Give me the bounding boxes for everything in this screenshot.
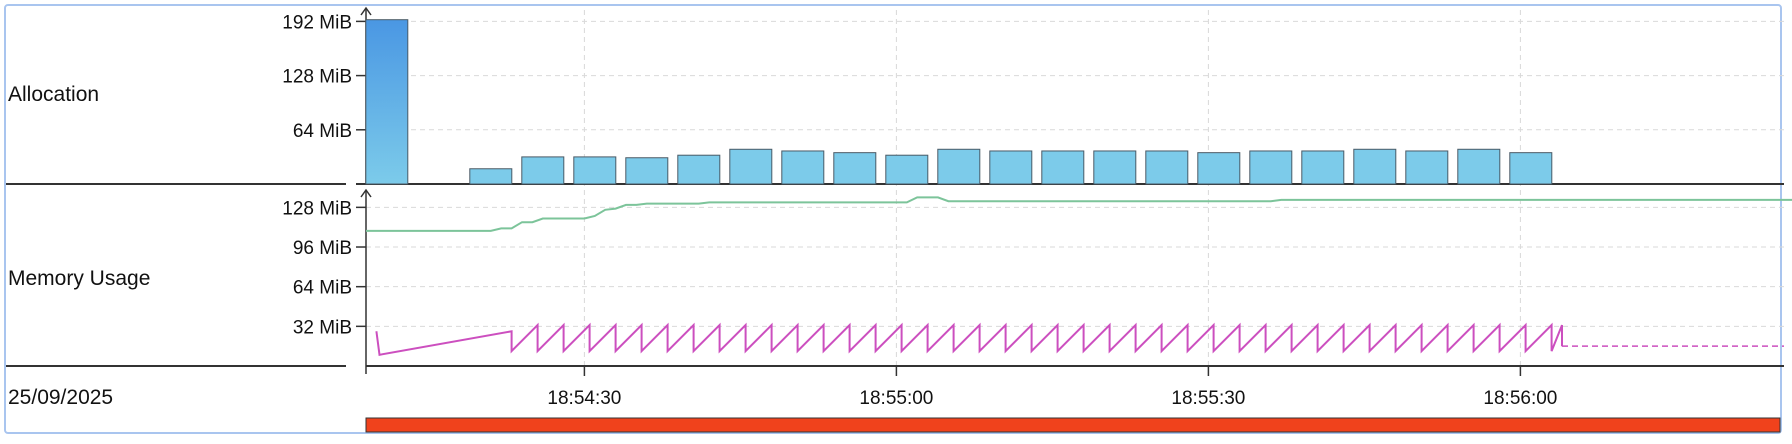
memory-y-tick-label: 64 MiB (293, 278, 352, 299)
time-axis-tick-label: 18:55:00 (859, 388, 933, 409)
memory-y-tick-label: 128 MiB (282, 198, 352, 219)
allocation-bar (469, 168, 513, 185)
time-axis: 18:54:30 18:55:00 18:55:30 18:56:00 (365, 365, 1784, 409)
allocation-bar (1405, 150, 1449, 185)
allocation-bar (521, 156, 565, 185)
allocation-bar (625, 157, 669, 185)
memory-usage-panel-label: Memory Usage (8, 267, 150, 290)
timeline-range-bar[interactable] (365, 417, 1781, 433)
allocation-bar (1041, 150, 1085, 185)
memory-y-axis: 128 MiB 96 MiB 64 MiB 32 MiB (282, 188, 372, 366)
allocation-bar (885, 154, 929, 185)
memory-y-tick-label: 96 MiB (293, 238, 352, 259)
memory-y-tick-label: 32 MiB (293, 317, 352, 338)
allocation-bar (1457, 148, 1501, 185)
allocation-bar (365, 19, 409, 185)
allocation-bar (1301, 150, 1345, 185)
allocation-bar (833, 152, 877, 185)
used-memory-sawtooth-line (375, 322, 1563, 356)
allocation-bar (1353, 148, 1397, 185)
memory-series (366, 196, 1792, 356)
timeline-bar[interactable] (365, 417, 1781, 433)
allocation-y-axis: 192 MiB 128 MiB 64 MiB (282, 6, 372, 184)
allocation-bar (677, 154, 721, 185)
allocation-bar (1197, 152, 1241, 185)
grid-lines (6, 10, 1784, 367)
allocation-bars (365, 19, 1553, 185)
allocation-panel-label: Allocation (8, 83, 99, 106)
committed-memory-line (366, 196, 1792, 232)
allocation-bar (1145, 150, 1189, 185)
allocation-bar (989, 150, 1033, 185)
allocation-y-tick-label: 64 MiB (293, 121, 352, 142)
allocation-bar (573, 156, 617, 185)
allocation-bar (1249, 150, 1293, 185)
allocation-bar (937, 148, 981, 185)
memory-y-axis-arrow (360, 188, 372, 198)
allocation-y-tick-label: 192 MiB (282, 12, 352, 33)
time-axis-tick-label: 18:55:30 (1171, 388, 1245, 409)
time-axis-tick-label: 18:54:30 (547, 388, 621, 409)
allocation-bar (729, 148, 773, 185)
time-axis-tick-label: 18:56:00 (1483, 388, 1557, 409)
allocation-bar (1093, 150, 1137, 185)
allocation-bar (781, 150, 825, 185)
allocation-y-tick-label: 128 MiB (282, 67, 352, 88)
date-label: 25/09/2025 (8, 386, 113, 409)
allocation-bar (1509, 152, 1553, 185)
allocation-y-axis-arrow (360, 6, 372, 16)
